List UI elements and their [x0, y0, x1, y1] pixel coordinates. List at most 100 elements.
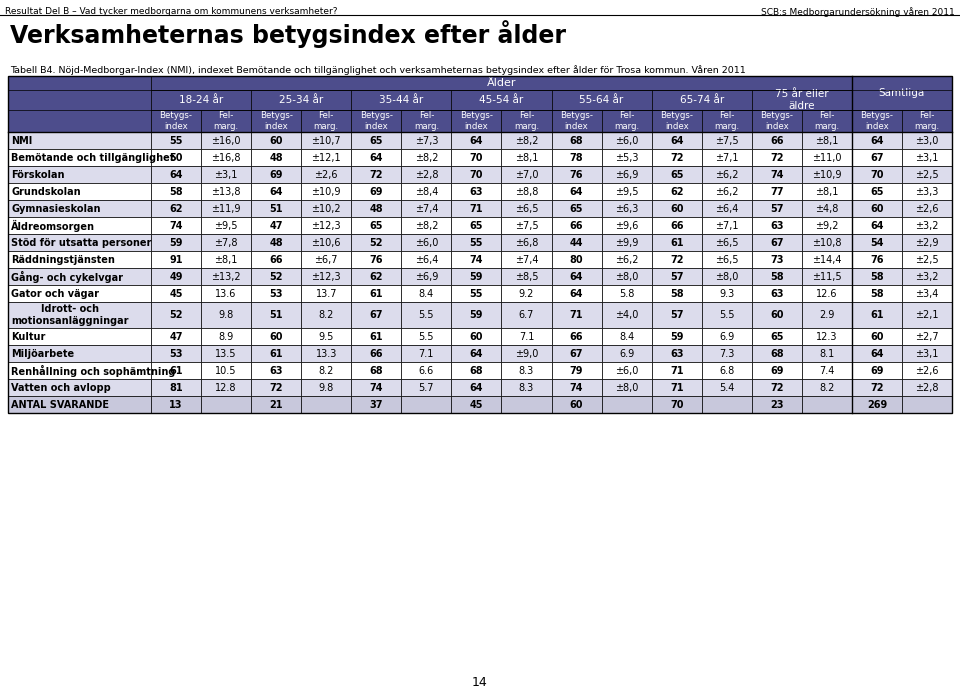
- Bar: [852, 328, 902, 345]
- Text: ±3,1: ±3,1: [915, 348, 939, 359]
- Text: ±11,5: ±11,5: [812, 271, 842, 282]
- Bar: [702, 345, 752, 362]
- Text: ±9,0: ±9,0: [515, 348, 539, 359]
- Text: ±6,2: ±6,2: [614, 255, 638, 264]
- Bar: [551, 200, 602, 217]
- Text: ±6,9: ±6,9: [415, 271, 438, 282]
- Text: ±9,6: ±9,6: [615, 221, 638, 230]
- Bar: [902, 149, 952, 166]
- Bar: [902, 234, 952, 251]
- Text: Förskolan: Förskolan: [11, 169, 64, 180]
- Text: 64: 64: [469, 135, 483, 146]
- Text: 25-34 år: 25-34 år: [279, 95, 324, 105]
- Text: 58: 58: [870, 289, 884, 298]
- Text: 13: 13: [169, 400, 182, 409]
- Bar: [802, 362, 852, 379]
- Bar: [151, 251, 201, 268]
- Bar: [602, 132, 652, 149]
- Text: 61: 61: [370, 289, 383, 298]
- Bar: [702, 200, 752, 217]
- Text: 72: 72: [770, 153, 783, 162]
- Bar: [551, 110, 602, 132]
- Bar: [401, 345, 451, 362]
- Text: 68: 68: [770, 348, 783, 359]
- Bar: [802, 234, 852, 251]
- Bar: [802, 217, 852, 234]
- Bar: [151, 302, 201, 328]
- Text: 8.2: 8.2: [319, 310, 334, 320]
- Text: 65: 65: [469, 221, 483, 230]
- Text: ±6,5: ±6,5: [715, 237, 738, 248]
- Bar: [902, 251, 952, 268]
- Text: ±8,2: ±8,2: [515, 135, 539, 146]
- Bar: [802, 285, 852, 302]
- Text: 6.9: 6.9: [719, 332, 734, 341]
- Text: ±3,2: ±3,2: [915, 271, 939, 282]
- Text: 8.2: 8.2: [819, 382, 834, 393]
- Text: ±6,4: ±6,4: [715, 203, 738, 214]
- Text: 65: 65: [570, 203, 584, 214]
- Bar: [852, 149, 902, 166]
- Text: Samtliga: Samtliga: [878, 88, 925, 98]
- Text: 81: 81: [169, 382, 182, 393]
- Text: ±6,2: ±6,2: [715, 187, 738, 196]
- Text: 63: 63: [270, 366, 283, 375]
- Bar: [201, 217, 252, 234]
- Text: ±3,4: ±3,4: [915, 289, 939, 298]
- Text: ±12,1: ±12,1: [311, 153, 341, 162]
- Text: Fel-
marg.: Fel- marg.: [814, 112, 839, 130]
- Bar: [752, 149, 802, 166]
- Text: ±12,3: ±12,3: [311, 221, 341, 230]
- Text: ±2,5: ±2,5: [915, 169, 939, 180]
- Bar: [451, 379, 501, 396]
- Text: Fel-
marg.: Fel- marg.: [414, 112, 439, 130]
- Bar: [301, 166, 351, 183]
- Bar: [451, 200, 501, 217]
- Bar: [752, 183, 802, 200]
- Bar: [401, 396, 451, 413]
- Text: 69: 69: [870, 366, 883, 375]
- Text: 9.5: 9.5: [319, 332, 334, 341]
- Text: Stöd för utsatta personer: Stöd för utsatta personer: [11, 237, 152, 248]
- Bar: [401, 149, 451, 166]
- Bar: [501, 217, 551, 234]
- Bar: [151, 166, 201, 183]
- Text: 7.1: 7.1: [419, 348, 434, 359]
- Text: Betygs-
index: Betygs- index: [760, 112, 793, 130]
- Text: 60: 60: [770, 310, 783, 320]
- Bar: [501, 166, 551, 183]
- Text: Idrott- och
motionsanläggningar: Idrott- och motionsanläggningar: [11, 305, 129, 325]
- Bar: [451, 166, 501, 183]
- Bar: [301, 251, 351, 268]
- Bar: [8, 132, 151, 149]
- Bar: [852, 396, 902, 413]
- Text: 8.4: 8.4: [419, 289, 434, 298]
- Bar: [201, 285, 252, 302]
- Bar: [501, 396, 551, 413]
- Bar: [401, 362, 451, 379]
- Bar: [802, 251, 852, 268]
- Text: 61: 61: [870, 310, 883, 320]
- Bar: [702, 268, 752, 285]
- Bar: [602, 217, 652, 234]
- Bar: [702, 110, 752, 132]
- Text: ±2,6: ±2,6: [915, 366, 939, 375]
- Bar: [902, 166, 952, 183]
- Text: 63: 63: [670, 348, 684, 359]
- Bar: [501, 379, 551, 396]
- Bar: [201, 302, 252, 328]
- Bar: [702, 251, 752, 268]
- Text: 57: 57: [670, 271, 684, 282]
- Text: ±6,3: ±6,3: [615, 203, 638, 214]
- Bar: [752, 328, 802, 345]
- Bar: [401, 379, 451, 396]
- Bar: [852, 234, 902, 251]
- Text: NMI: NMI: [11, 135, 33, 146]
- Text: 72: 72: [870, 382, 883, 393]
- Text: 37: 37: [370, 400, 383, 409]
- Text: 64: 64: [570, 271, 584, 282]
- Bar: [8, 285, 151, 302]
- Bar: [652, 345, 702, 362]
- Bar: [652, 268, 702, 285]
- Bar: [252, 234, 301, 251]
